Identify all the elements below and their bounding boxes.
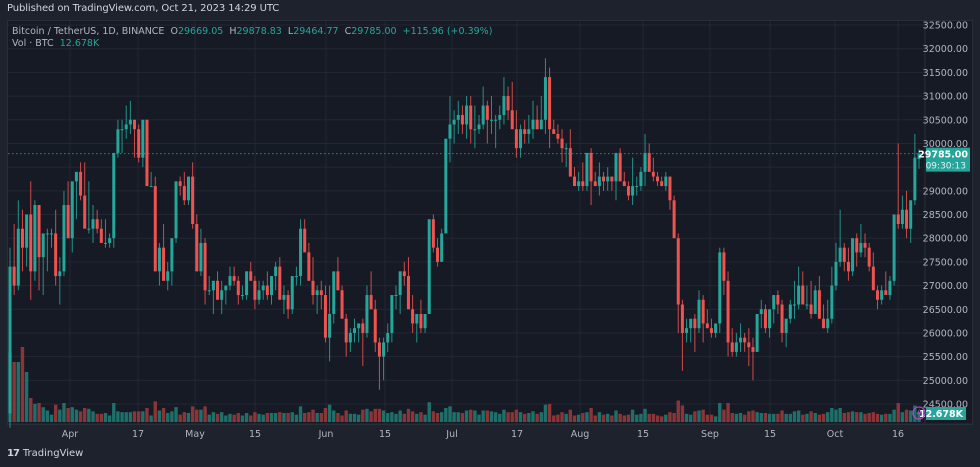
- time-tick-label: Apr: [62, 429, 79, 440]
- price-tick-label: 28500.00: [923, 210, 968, 221]
- time-tick-label: Aug: [571, 429, 590, 440]
- grid-lines: [8, 21, 925, 424]
- price-tick-label: 32500.00: [923, 21, 968, 32]
- time-tick-label: 17: [511, 429, 523, 440]
- time-tick-label: 15: [249, 429, 261, 440]
- volume-label[interactable]: Vol · BTC: [12, 38, 54, 49]
- time-tick-label: Oct: [827, 429, 844, 440]
- price-tick-label: 26500.00: [923, 305, 968, 316]
- footer-brand: 17 TradingView: [7, 448, 83, 459]
- price-tick-label: 27500.00: [923, 257, 968, 268]
- close-value: 29785.00: [351, 26, 397, 37]
- time-tick-label: Jun: [318, 429, 334, 440]
- countdown-timer: 09:30:13: [926, 162, 966, 172]
- time-tick-label: Jul: [445, 429, 457, 440]
- time-tick-label: 15: [379, 429, 391, 440]
- price-tick-label: 26000.00: [923, 328, 968, 339]
- brand-name: TradingView: [22, 448, 84, 459]
- open-value: 29669.05: [177, 26, 224, 37]
- price-tick-label: 29000.00: [923, 186, 968, 197]
- price-tick-label: 31500.00: [923, 68, 968, 79]
- price-tick-label: 31000.00: [923, 92, 968, 103]
- price-tick-label: 27000.00: [923, 281, 968, 292]
- price-tick-label: 30500.00: [923, 115, 968, 126]
- time-tick-label: 15: [637, 429, 649, 440]
- ohlc-row: Bitcoin / TetherUS, 1D, BINANCE O29669.0…: [12, 26, 493, 37]
- candles: [8, 58, 921, 428]
- chart-legend: Bitcoin / TetherUS, 1D, BINANCE O29669.0…: [12, 26, 492, 50]
- high-value: 29878.83: [236, 26, 282, 37]
- symbol-title[interactable]: Bitcoin / TetherUS, 1D, BINANCE: [12, 26, 165, 37]
- change-value: +115.96 (+0.39%): [402, 26, 493, 37]
- volume-bars: [8, 347, 921, 422]
- volume-badge-value: 12.678K: [919, 409, 964, 420]
- published-caption: Published on TradingView.com, Oct 21, 20…: [7, 3, 280, 14]
- current-price-value: 29785.00: [918, 150, 968, 161]
- time-tick-label: May: [185, 429, 205, 440]
- price-tick-label: 25000.00: [923, 376, 968, 387]
- time-tick-label: 17: [132, 429, 144, 440]
- tradingview-logo-icon: 17: [7, 448, 20, 459]
- price-tick-label: 24500.00: [923, 400, 968, 411]
- volume-row: Vol · BTC 12.678K: [12, 38, 492, 50]
- price-tick-label: 30000.00: [923, 139, 968, 150]
- time-tick-label: 15: [764, 429, 776, 440]
- lightning-icon[interactable]: [912, 406, 926, 420]
- price-axis[interactable]: 32500.00 32000.00 31500.00 31000.00 30500.00…: [923, 21, 968, 411]
- time-tick-label: Sep: [701, 429, 719, 440]
- current-price-badge: [926, 147, 970, 172]
- low-value: 29464.77: [293, 26, 339, 37]
- price-tick-label: 28000.00: [923, 234, 968, 245]
- time-axis[interactable]: Apr 17 May 15 Jun 15 Jul 17 Aug 15 Sep 15 Oct 16: [62, 429, 904, 440]
- chart-panel[interactable]: [7, 20, 973, 425]
- price-tick-label: 32000.00: [923, 44, 968, 55]
- volume-value: 12.678K: [59, 38, 100, 49]
- time-tick-label: 16: [892, 429, 904, 440]
- volume-badge: [926, 407, 966, 420]
- price-tick-label: 25500.00: [923, 352, 968, 363]
